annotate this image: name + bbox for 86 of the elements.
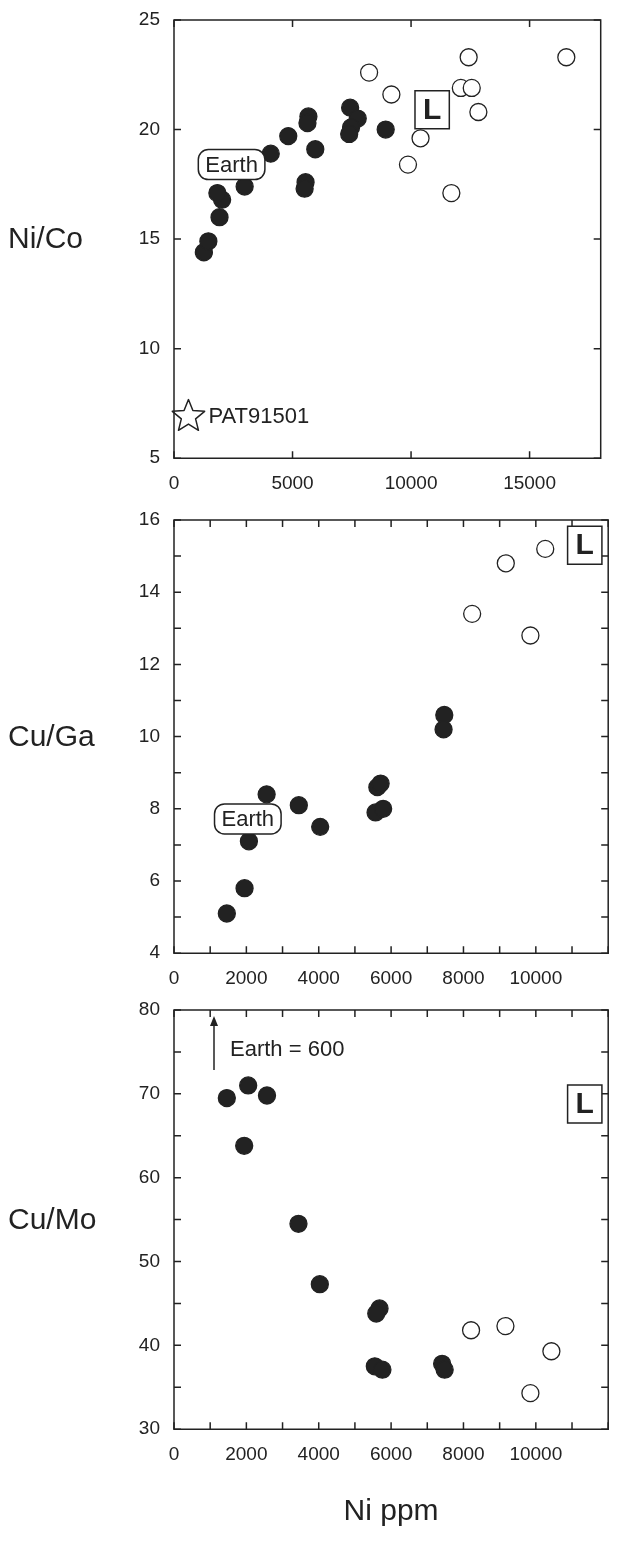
- x-tick-label: 4000: [297, 966, 340, 988]
- x-tick-label: 0: [168, 1442, 180, 1464]
- point: [257, 1086, 277, 1105]
- point: [217, 904, 236, 923]
- point: [463, 604, 482, 624]
- point: [279, 126, 298, 146]
- point: [496, 1316, 515, 1336]
- y-tick-label: 16: [138, 508, 160, 530]
- x-tick-label: 2000: [225, 1442, 268, 1464]
- point: [199, 232, 218, 251]
- annotation: L: [422, 92, 442, 126]
- y-tick-label: 40: [138, 1333, 160, 1355]
- point: [536, 539, 555, 559]
- point: [411, 129, 430, 148]
- y-axis-title: Ni/Co: [8, 221, 84, 256]
- point: [459, 48, 478, 67]
- y-axis-title: Cu/Ga: [8, 718, 95, 753]
- point: [235, 879, 254, 898]
- point: [367, 1304, 386, 1323]
- point: [311, 817, 330, 836]
- x-tick-label: 0: [168, 966, 180, 988]
- y-tick-label: 5: [149, 446, 160, 468]
- point: [310, 1275, 329, 1294]
- annotation: Earth: [221, 805, 275, 831]
- point: [398, 155, 418, 174]
- point: [239, 1076, 258, 1095]
- point: [261, 144, 280, 163]
- point: [289, 1214, 308, 1233]
- point: [210, 208, 229, 227]
- point: [442, 183, 461, 203]
- y-tick-label: 70: [138, 1082, 160, 1104]
- y-tick-label: 15: [138, 227, 160, 249]
- x-tick-label: 6000: [369, 1442, 413, 1464]
- y-tick-label: 30: [138, 1417, 160, 1439]
- point: [306, 140, 325, 159]
- point: [217, 1088, 236, 1108]
- y-tick-label: 6: [149, 869, 160, 891]
- y-tick-label: 10: [138, 724, 160, 746]
- point: [257, 785, 276, 804]
- point: [359, 63, 379, 82]
- point: [171, 398, 206, 432]
- x-tick-label: 10000: [509, 1442, 563, 1464]
- x-tick-label: 10000: [384, 471, 438, 493]
- y-tick-label: 80: [138, 998, 160, 1020]
- point: [434, 720, 453, 739]
- x-axis-title: Ni ppm: [343, 1493, 439, 1527]
- y-axis-title: Cu/Mo: [8, 1201, 97, 1236]
- series-label: PAT91501: [208, 402, 310, 428]
- x-tick-label: 15000: [503, 471, 557, 493]
- point: [521, 1384, 540, 1403]
- point: [371, 774, 390, 793]
- point: [462, 78, 481, 98]
- point: [469, 102, 488, 122]
- point: [461, 1321, 481, 1340]
- x-tick-label: 4000: [297, 1442, 340, 1464]
- point: [208, 183, 227, 203]
- x-tick-label: 10000: [509, 966, 563, 988]
- point: [542, 1342, 561, 1361]
- x-tick-label: 0: [168, 471, 180, 493]
- point: [557, 48, 576, 67]
- annotation: Earth: [205, 151, 258, 177]
- y-tick-label: 14: [138, 580, 161, 602]
- point: [382, 85, 401, 104]
- x-tick-label: 5000: [271, 471, 314, 493]
- y-tick-label: 25: [138, 8, 160, 30]
- y-tick-label: 8: [149, 797, 160, 819]
- x-tick-label: 2000: [225, 966, 268, 988]
- point: [373, 1360, 392, 1379]
- y-tick-label: 12: [138, 652, 160, 674]
- y-tick-label: 20: [138, 117, 160, 139]
- y-tick-label: 10: [138, 336, 160, 358]
- point: [373, 799, 393, 818]
- y-tick-label: 50: [138, 1249, 160, 1271]
- point: [521, 626, 540, 645]
- x-tick-label: 6000: [369, 966, 413, 988]
- annotation: L: [575, 1086, 594, 1120]
- point: [289, 796, 308, 815]
- point: [496, 554, 515, 573]
- x-tick-label: 8000: [442, 1442, 485, 1464]
- y-tick-label: 60: [138, 1165, 160, 1187]
- point: [235, 1136, 254, 1155]
- annotation: Earth = 600: [230, 1036, 345, 1062]
- point: [376, 120, 395, 139]
- y-tick-label: 4: [149, 941, 161, 963]
- annotation: L: [575, 527, 594, 561]
- x-tick-label: 8000: [442, 966, 485, 988]
